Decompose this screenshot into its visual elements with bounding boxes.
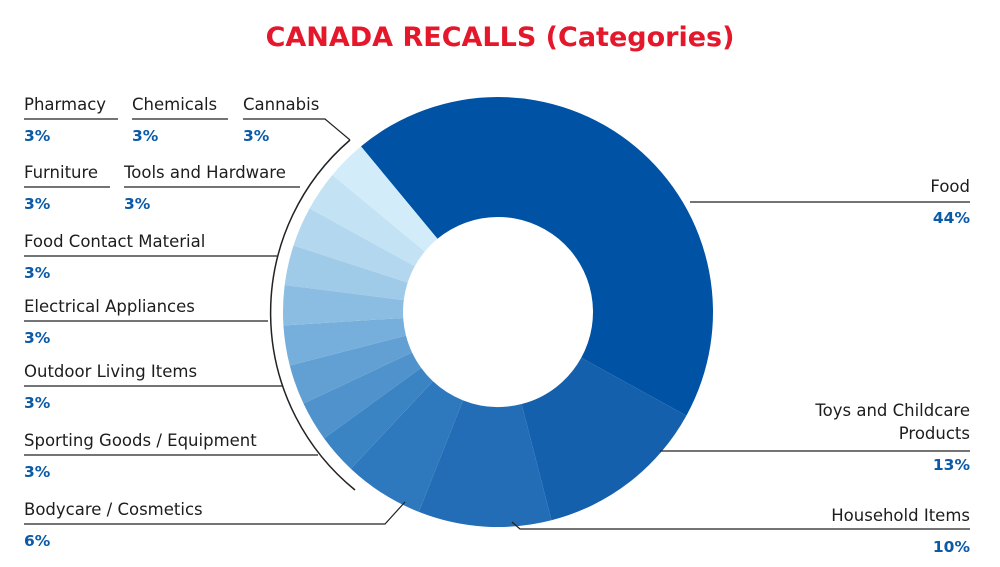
leader-line: [243, 118, 351, 141]
value-label: 13%: [932, 456, 970, 474]
value-label: 3%: [24, 195, 51, 213]
category-label: Food Contact Material: [24, 232, 206, 251]
slice: [324, 367, 433, 469]
slice: [283, 317, 406, 366]
value-label: 3%: [24, 329, 51, 347]
slice: [350, 381, 464, 512]
value-label: 3%: [24, 394, 51, 412]
leader-line: [511, 521, 970, 530]
value-label: 10%: [932, 538, 970, 556]
slice: [418, 400, 552, 527]
slice: [283, 285, 404, 326]
category-label: Electrical Appliances: [24, 297, 195, 316]
value-label: 44%: [932, 209, 970, 227]
category-label: Bodycare / Cosmetics: [24, 500, 203, 519]
slice: [289, 335, 413, 404]
value-label: 3%: [132, 127, 159, 145]
slice: [360, 97, 713, 416]
value-label: 3%: [243, 127, 270, 145]
slice: [309, 174, 425, 267]
category-label: Cannabis: [243, 95, 320, 114]
slice: [521, 357, 687, 521]
value-label: 3%: [24, 127, 51, 145]
value-label: 3%: [24, 463, 51, 481]
chart-title: CANADA RECALLS (Categories): [265, 22, 735, 53]
slice: [284, 245, 408, 301]
category-label: Tools and Hardware: [124, 163, 286, 182]
value-label: 6%: [24, 532, 51, 550]
slice: [332, 146, 438, 252]
category-label: Household Items: [831, 506, 970, 525]
category-label: Toys and Childcare Products: [815, 401, 970, 443]
category-label: Chemicals: [132, 95, 218, 114]
value-label: 3%: [24, 264, 51, 282]
category-label: Pharmacy: [24, 95, 107, 114]
slice: [293, 208, 415, 283]
category-label: Furniture: [24, 163, 99, 182]
value-label: 3%: [124, 195, 151, 213]
leader-line: [24, 501, 406, 525]
bracket-arc: [269, 139, 356, 491]
slice: [303, 352, 422, 439]
category-label: Sporting Goods / Equipment: [24, 431, 257, 450]
category-label: Outdoor Living Items: [24, 362, 198, 381]
category-label: Food: [930, 177, 970, 196]
